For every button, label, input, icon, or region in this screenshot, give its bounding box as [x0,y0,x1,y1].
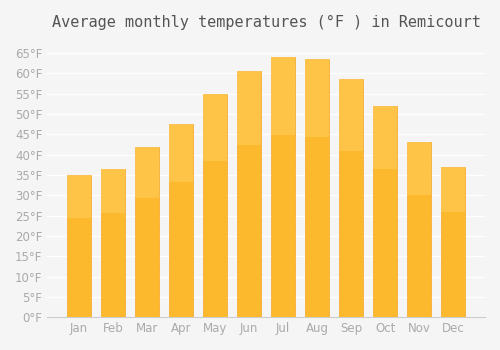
Bar [305,59,329,136]
Bar [203,94,227,317]
Bar [442,167,465,317]
Bar [305,59,329,317]
Bar [339,79,363,317]
Bar [408,142,431,195]
Bar [408,142,431,317]
Bar [135,147,159,317]
Bar [237,71,261,145]
Bar [271,57,295,317]
Bar [169,124,193,317]
Bar [169,124,193,182]
Bar [374,106,397,169]
Bar [374,106,397,317]
Bar [67,175,91,218]
Bar [339,79,363,151]
Bar [203,94,227,161]
Bar [135,147,159,198]
Bar [237,71,261,317]
Bar [442,167,465,212]
Bar [101,169,125,317]
Bar [271,57,295,135]
Title: Average monthly temperatures (°F ) in Remicourt: Average monthly temperatures (°F ) in Re… [52,15,480,30]
Bar [67,175,91,317]
Bar [101,169,125,214]
